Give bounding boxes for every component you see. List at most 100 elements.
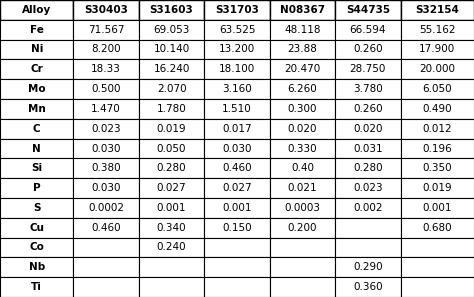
Bar (270, 158, 335, 178)
Text: 69.053: 69.053 (154, 25, 190, 35)
Bar (139, 198, 204, 218)
Text: 0.360: 0.360 (353, 282, 383, 292)
Bar (401, 178, 474, 198)
Text: Si: Si (31, 163, 42, 173)
Bar (204, 119, 270, 139)
Text: Mo: Mo (28, 84, 46, 94)
Text: S31703: S31703 (215, 5, 259, 15)
Bar (139, 238, 204, 257)
Text: Nb: Nb (28, 262, 45, 272)
Bar (204, 99, 270, 119)
Bar (139, 20, 204, 40)
Bar (204, 158, 270, 178)
Text: 0.280: 0.280 (157, 163, 186, 173)
Text: S31603: S31603 (150, 5, 193, 15)
Bar (139, 218, 204, 238)
Bar (204, 178, 270, 198)
Bar (0, 20, 73, 40)
Text: 0.0003: 0.0003 (284, 203, 320, 213)
Bar (204, 277, 270, 297)
Bar (401, 238, 474, 257)
Bar (401, 119, 474, 139)
Bar (335, 20, 401, 40)
Bar (139, 119, 204, 139)
Text: 6.260: 6.260 (288, 84, 317, 94)
Bar (73, 158, 139, 178)
Bar (335, 59, 401, 79)
Text: 63.525: 63.525 (219, 25, 255, 35)
Bar (0, 238, 73, 257)
Bar (335, 99, 401, 119)
Bar (73, 218, 139, 238)
Bar (139, 59, 204, 79)
Bar (204, 59, 270, 79)
Bar (204, 218, 270, 238)
Bar (270, 139, 335, 158)
Bar (270, 0, 335, 20)
Text: 0.030: 0.030 (222, 143, 252, 154)
Text: 0.001: 0.001 (157, 203, 186, 213)
Bar (401, 218, 474, 238)
Text: 3.160: 3.160 (222, 84, 252, 94)
Bar (335, 0, 401, 20)
Text: 0.050: 0.050 (157, 143, 186, 154)
Text: Fe: Fe (30, 25, 44, 35)
Bar (401, 0, 474, 20)
Bar (0, 218, 73, 238)
Bar (335, 40, 401, 59)
Text: 0.280: 0.280 (353, 163, 383, 173)
Bar (401, 158, 474, 178)
Bar (335, 79, 401, 99)
Bar (204, 40, 270, 59)
Text: 0.260: 0.260 (353, 104, 383, 114)
Bar (270, 198, 335, 218)
Bar (270, 277, 335, 297)
Text: Mn: Mn (28, 104, 46, 114)
Bar (270, 238, 335, 257)
Text: 13.200: 13.200 (219, 45, 255, 55)
Text: Co: Co (29, 242, 44, 252)
Bar (73, 277, 139, 297)
Text: Cu: Cu (29, 223, 44, 233)
Text: 0.017: 0.017 (222, 124, 252, 134)
Text: 48.118: 48.118 (284, 25, 321, 35)
Bar (401, 20, 474, 40)
Text: 23.88: 23.88 (287, 45, 318, 55)
Text: 1.470: 1.470 (91, 104, 121, 114)
Text: 0.023: 0.023 (91, 124, 121, 134)
Text: 1.780: 1.780 (157, 104, 186, 114)
Bar (139, 99, 204, 119)
Bar (401, 99, 474, 119)
Bar (0, 139, 73, 158)
Text: 8.200: 8.200 (91, 45, 121, 55)
Text: 0.150: 0.150 (222, 223, 252, 233)
Bar (0, 119, 73, 139)
Text: 2.070: 2.070 (157, 84, 186, 94)
Text: C: C (33, 124, 41, 134)
Text: 0.680: 0.680 (422, 223, 452, 233)
Text: 17.900: 17.900 (419, 45, 456, 55)
Text: 0.020: 0.020 (353, 124, 383, 134)
Text: 66.594: 66.594 (349, 25, 386, 35)
Text: 0.027: 0.027 (222, 183, 252, 193)
Bar (139, 0, 204, 20)
Text: 18.100: 18.100 (219, 64, 255, 74)
Bar (139, 277, 204, 297)
Bar (139, 257, 204, 277)
Bar (204, 0, 270, 20)
Bar (401, 198, 474, 218)
Text: 0.290: 0.290 (353, 262, 383, 272)
Text: 71.567: 71.567 (88, 25, 125, 35)
Text: 10.140: 10.140 (154, 45, 190, 55)
Bar (73, 99, 139, 119)
Text: 0.021: 0.021 (288, 183, 317, 193)
Bar (73, 238, 139, 257)
Bar (335, 178, 401, 198)
Bar (139, 79, 204, 99)
Text: 0.300: 0.300 (288, 104, 317, 114)
Bar (73, 79, 139, 99)
Bar (204, 79, 270, 99)
Text: 0.002: 0.002 (353, 203, 383, 213)
Bar (73, 40, 139, 59)
Text: Alloy: Alloy (22, 5, 51, 15)
